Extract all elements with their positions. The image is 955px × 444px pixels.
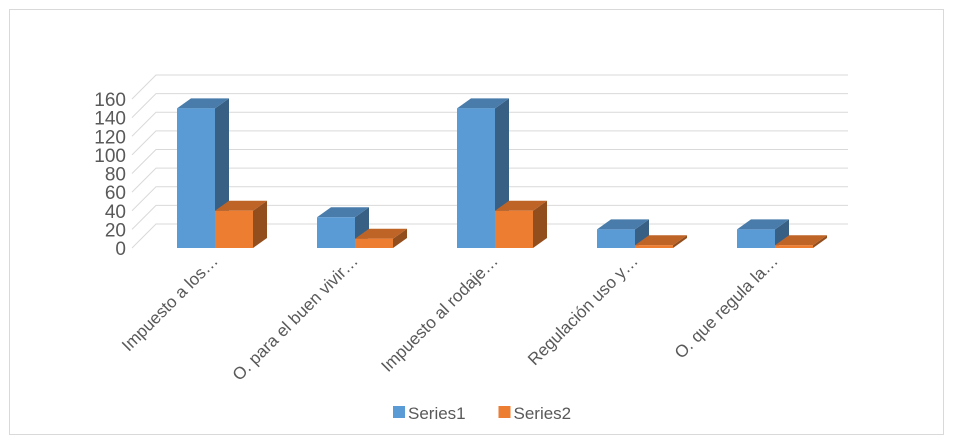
bar bbox=[597, 229, 635, 248]
y-tick-label: 0 bbox=[115, 239, 126, 260]
y-tick-label: 160 bbox=[94, 90, 126, 111]
bar-top bbox=[737, 219, 789, 230]
bar-top bbox=[457, 98, 509, 109]
gridline bbox=[131, 130, 848, 156]
legend-swatch bbox=[498, 406, 511, 418]
bar bbox=[317, 217, 355, 248]
y-tick-label: 140 bbox=[94, 109, 126, 130]
bar-side bbox=[673, 235, 687, 248]
gridline bbox=[131, 167, 848, 193]
x-tick-label: Regulación uso y… bbox=[524, 251, 642, 369]
bar bbox=[495, 210, 533, 248]
bar bbox=[775, 245, 813, 248]
x-tick-label: O. que regula la… bbox=[671, 251, 782, 362]
bar-top bbox=[317, 207, 369, 218]
bar-side bbox=[533, 200, 547, 248]
bar-side bbox=[635, 219, 649, 248]
x-tick-label: O. para el buen vivir… bbox=[229, 251, 362, 384]
legend-label: Series2 bbox=[514, 404, 572, 423]
bar bbox=[635, 245, 673, 248]
legend-label: Series1 bbox=[408, 404, 466, 423]
y-tick-label: 40 bbox=[105, 202, 126, 223]
bar bbox=[215, 210, 253, 248]
bar bbox=[177, 108, 215, 248]
y-tick-label: 100 bbox=[94, 146, 126, 167]
gridline bbox=[131, 74, 848, 100]
gridline bbox=[131, 111, 848, 137]
bar bbox=[737, 229, 775, 248]
y-tick-label: 80 bbox=[105, 165, 126, 186]
bar-top bbox=[635, 235, 687, 246]
gridline bbox=[131, 149, 848, 174]
gridline bbox=[131, 93, 848, 118]
y-tick-label: 20 bbox=[105, 220, 126, 241]
bar bbox=[457, 108, 495, 248]
y-tick-label: 120 bbox=[94, 127, 126, 148]
bar-top bbox=[597, 219, 649, 230]
bar-top bbox=[355, 228, 407, 239]
legend-swatch bbox=[393, 406, 405, 418]
x-tick-label: Impuesto al rodaje… bbox=[377, 251, 501, 375]
x-tick-label: Impuesto a los… bbox=[118, 251, 222, 355]
bar-side bbox=[813, 235, 827, 248]
gridline bbox=[131, 186, 848, 212]
bar-top bbox=[177, 98, 229, 109]
bar-top bbox=[215, 200, 267, 211]
bar-side bbox=[393, 228, 407, 248]
bar-side bbox=[775, 219, 789, 248]
bar-top bbox=[495, 200, 547, 211]
bar bbox=[355, 238, 393, 248]
y-tick-label: 60 bbox=[105, 183, 126, 204]
bar-top bbox=[775, 235, 827, 246]
gridline bbox=[131, 204, 848, 230]
bar-side bbox=[253, 200, 267, 248]
